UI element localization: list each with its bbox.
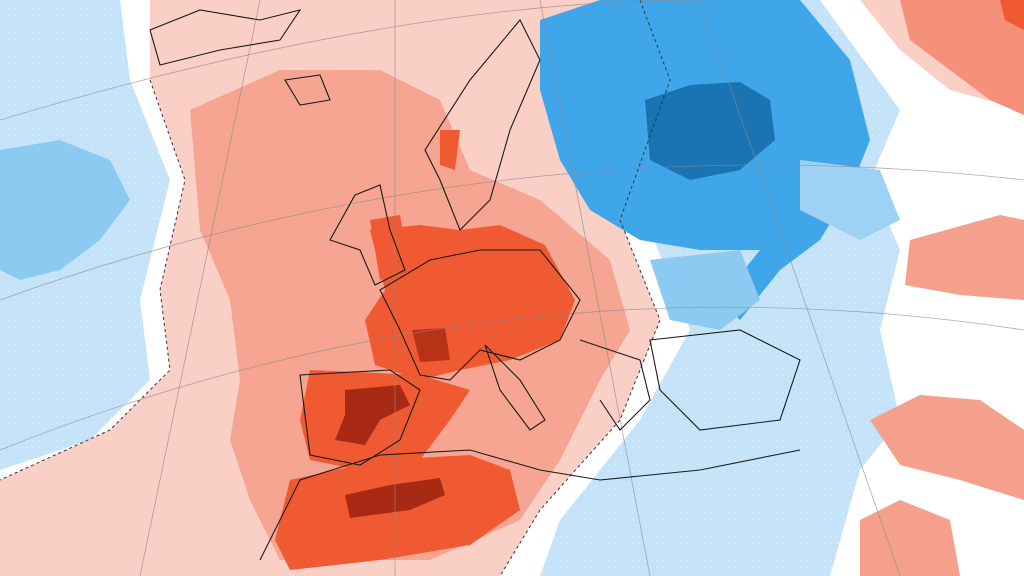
graticule: [0, 164, 1024, 301]
warm-extreme-france: [412, 328, 450, 362]
graticule: [0, 306, 1024, 451]
warm-south: [860, 500, 960, 576]
cold-extreme: [645, 82, 775, 180]
warm-east: [905, 215, 1024, 300]
warm-strong-britain: [370, 215, 410, 280]
coast-iberia: [299, 369, 421, 466]
coast-britain: [329, 184, 406, 286]
warm-strong-norway: [440, 130, 460, 170]
cool-east: [800, 160, 900, 240]
zero-contour: [0, 79, 186, 481]
warm-southeast: [870, 395, 1024, 500]
coast-balkans: [579, 339, 651, 431]
cool-west: [0, 140, 130, 280]
warm-moderate-ne: [900, 0, 1024, 115]
coast-turkey: [649, 329, 801, 431]
warm-extreme-iberia: [335, 385, 410, 445]
graticule: [539, 0, 651, 576]
coast-scandinavia: [424, 19, 541, 231]
coast-italy: [484, 344, 546, 431]
coast-africa: [259, 449, 801, 561]
zero-contour-east: [499, 0, 671, 576]
warm-strong-ne: [1000, 0, 1024, 30]
graticule: [699, 0, 901, 576]
warm-strong-iberia: [300, 370, 470, 470]
warm-strong-africa: [275, 455, 520, 570]
coast-iceland: [284, 74, 331, 106]
graticule: [0, 0, 701, 121]
cool-black-sea: [650, 250, 760, 330]
coast-europe: [379, 249, 581, 381]
coast-greenland: [149, 9, 302, 66]
graticule: [139, 0, 261, 576]
